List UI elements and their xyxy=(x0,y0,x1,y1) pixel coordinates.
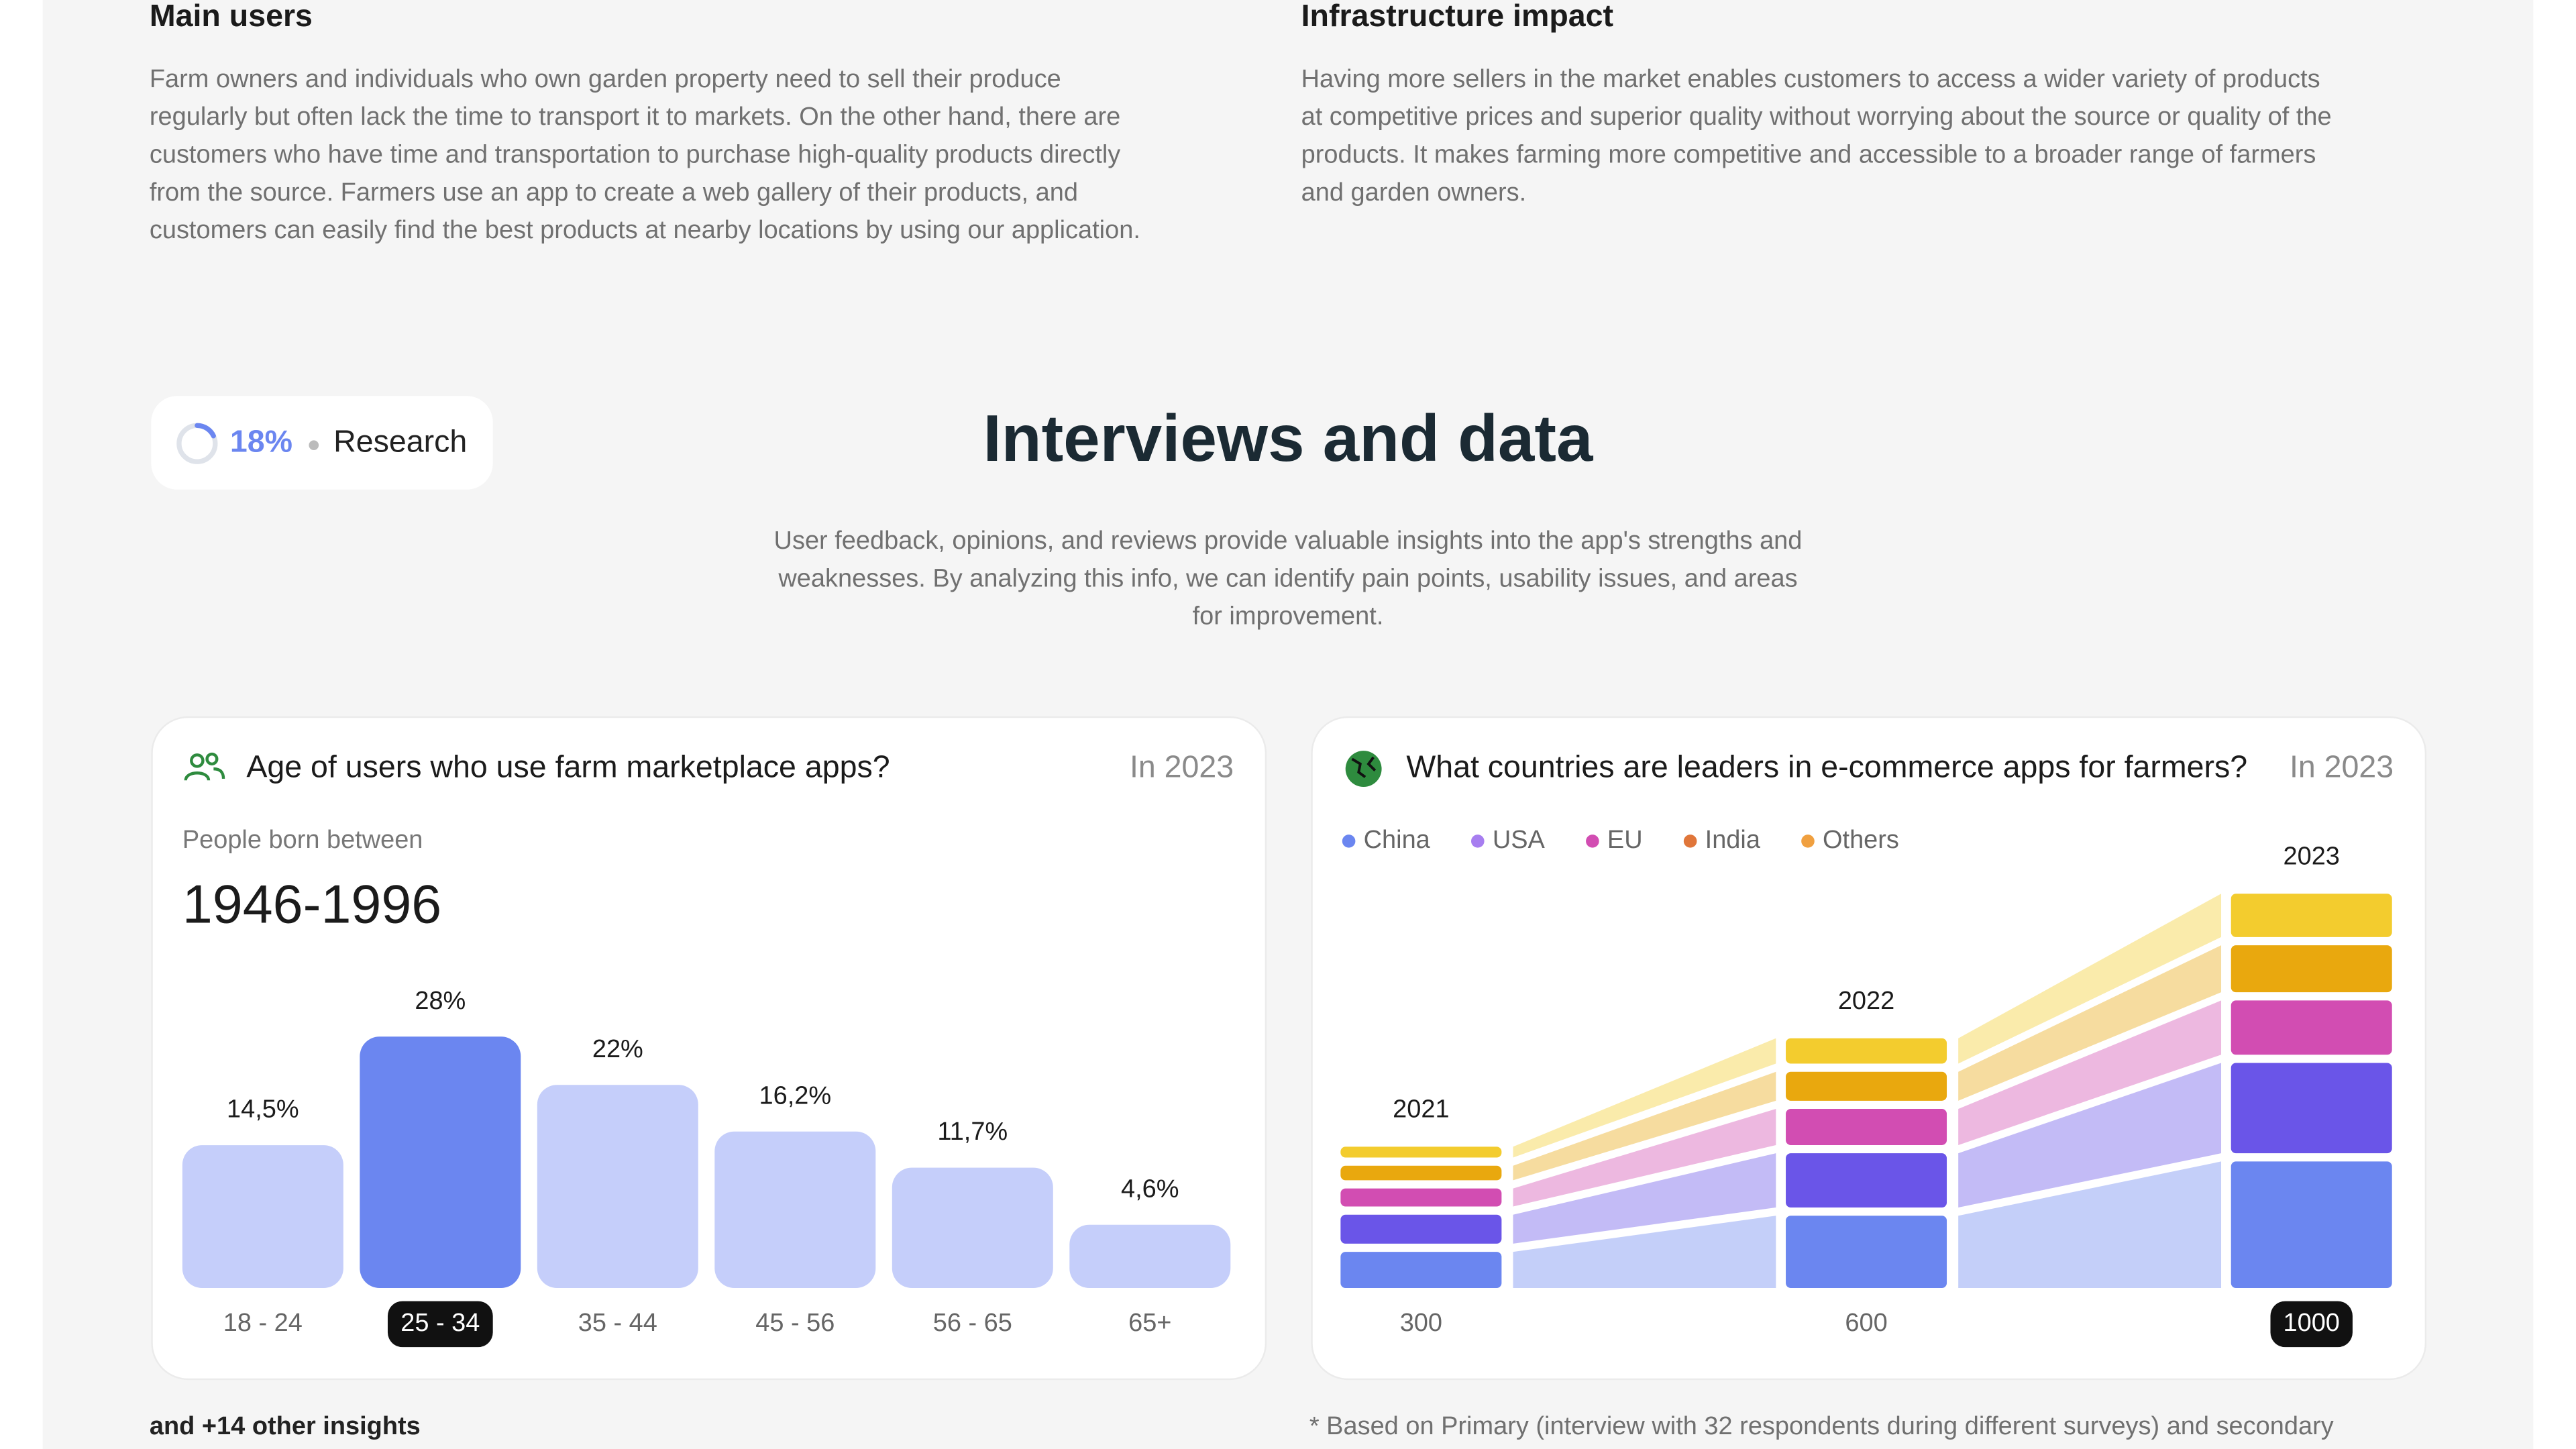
bar xyxy=(360,1036,521,1289)
more-insights[interactable]: and +14 other insights xyxy=(149,1413,421,1441)
bar-segment xyxy=(1340,1252,1502,1289)
bar xyxy=(892,1167,1053,1289)
x-tick-label: 65+ xyxy=(1128,1309,1171,1337)
legend-dot xyxy=(1801,835,1815,848)
bar xyxy=(714,1131,876,1289)
bar xyxy=(182,1145,343,1289)
ribbon xyxy=(1513,1216,1776,1289)
ribbon xyxy=(1513,1109,1776,1207)
ribbon xyxy=(1958,894,2222,1064)
bar-segment xyxy=(1340,1188,1502,1207)
card-title: What countries are leaders in e-commerce… xyxy=(1406,749,2247,784)
value-label: 4,6% xyxy=(1121,1175,1179,1203)
bar-segment xyxy=(2231,894,2392,937)
ribbon xyxy=(1513,1038,1776,1158)
bar xyxy=(1069,1224,1231,1289)
users-icon xyxy=(184,752,225,781)
legend-dot xyxy=(1586,835,1599,848)
total-label: 300 xyxy=(1400,1309,1442,1337)
value-label: 28% xyxy=(415,987,466,1015)
legend-label: India xyxy=(1705,826,1761,854)
x-tick-label: 56 - 65 xyxy=(933,1309,1012,1337)
bar-segment xyxy=(1786,1071,1947,1101)
heading-title: Interviews and data xyxy=(983,401,1594,475)
selected-pill xyxy=(2270,1301,2353,1348)
ribbon xyxy=(1958,1063,2222,1208)
section-text: Farm owners and individuals who own gard… xyxy=(149,65,1140,245)
ribbon xyxy=(1958,945,2222,1101)
legend-label: Others xyxy=(1823,826,1899,854)
value-label: 11,7% xyxy=(937,1118,1008,1146)
heading-text: User feedback, opinions, and reviews pro… xyxy=(773,527,1803,631)
value-label: 16,2% xyxy=(759,1081,832,1110)
legend-label: EU xyxy=(1607,826,1643,854)
year-label: 2023 xyxy=(2284,842,2340,870)
highlight-text: 1946-1996 xyxy=(182,875,441,935)
card-period: In 2023 xyxy=(2290,749,2394,784)
bar-segment xyxy=(1340,1165,1502,1181)
ribbon xyxy=(1513,1071,1776,1181)
bar-segment xyxy=(1786,1038,1947,1064)
x-tick-label: 25 - 34 xyxy=(400,1309,480,1337)
subtitle: People born between xyxy=(182,826,423,854)
separator-dot xyxy=(309,440,319,451)
year-label: 2021 xyxy=(1393,1095,1449,1124)
bar-segment xyxy=(1786,1216,1947,1289)
legend-label: USA xyxy=(1493,826,1546,854)
bar-segment xyxy=(1786,1153,1947,1208)
ribbon xyxy=(1958,1000,2222,1145)
legend-dot xyxy=(1683,835,1697,848)
bar-segment xyxy=(2231,945,2392,993)
progress-label: 18% xyxy=(230,424,292,459)
section-title: Infrastructure impact xyxy=(1301,0,1614,35)
section-text: Having more sellers in the market enable… xyxy=(1301,65,2332,207)
year-label: 2022 xyxy=(1838,987,1894,1015)
x-tick-label: 35 - 44 xyxy=(578,1309,657,1337)
ribbon xyxy=(1958,1161,2222,1289)
legend-dot xyxy=(1342,835,1356,848)
ribbon xyxy=(1513,1153,1776,1244)
globe-icon xyxy=(1345,751,1382,788)
x-tick-label: 45 - 56 xyxy=(755,1309,835,1337)
legend-label: China xyxy=(1364,826,1431,854)
bar-segment xyxy=(2231,1161,2392,1289)
bar-segment xyxy=(1786,1109,1947,1145)
bar xyxy=(537,1085,698,1289)
research-label: Research xyxy=(333,424,467,459)
footnote: * Based on Primary (interview with 32 re… xyxy=(1309,1413,2334,1441)
bar-segment xyxy=(1340,1214,1502,1244)
value-label: 22% xyxy=(592,1035,643,1063)
bar-segment xyxy=(1340,1146,1502,1158)
progress-arc xyxy=(195,423,216,439)
selected-pill xyxy=(387,1301,493,1348)
section-title: Main users xyxy=(149,0,313,35)
bar-segment xyxy=(2231,1000,2392,1055)
x-tick-label: 18 - 24 xyxy=(223,1309,303,1337)
bar-segment xyxy=(2231,1063,2392,1154)
value-label: 14,5% xyxy=(227,1095,299,1124)
legend-dot xyxy=(1471,835,1485,848)
total-label: 1000 xyxy=(2284,1309,2340,1337)
card-title: Age of users who use farm marketplace ap… xyxy=(246,749,890,784)
total-label: 600 xyxy=(1845,1309,1887,1337)
card-period: In 2023 xyxy=(1130,749,1234,784)
research-pill xyxy=(151,396,493,490)
